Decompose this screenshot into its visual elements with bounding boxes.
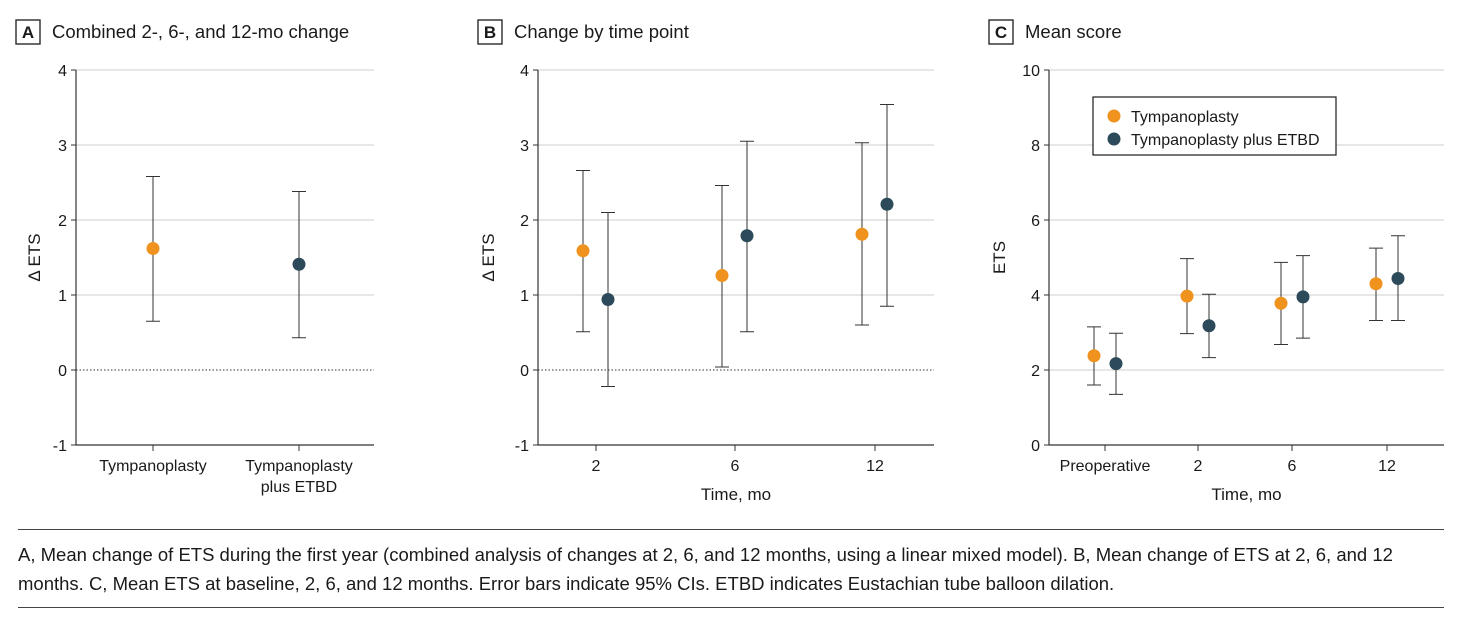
y-axis-label: ETS (990, 241, 1009, 274)
series-tympanoplasty (576, 142, 869, 368)
data-point (1202, 319, 1216, 333)
y-tick-label: -1 (53, 438, 67, 455)
data-point (880, 197, 894, 211)
x-tick-label: 2 (1194, 458, 1203, 475)
panel-letter: C (995, 23, 1007, 42)
caption-bottom-rule (18, 607, 1444, 608)
y-tick-label: 4 (1031, 288, 1040, 305)
data-point (292, 257, 306, 271)
data-point (146, 242, 160, 255)
data-point (1180, 289, 1194, 303)
y-tick-label: 2 (58, 213, 67, 230)
panel-a: A Combined 2-, 6-, and 12-mo change -1 0 1 2 3… (15, 19, 374, 496)
data-point (740, 229, 754, 243)
panel-title: Combined 2-, 6-, and 12-mo change (52, 21, 349, 42)
legend-marker (1107, 132, 1121, 146)
data-point (1109, 357, 1123, 371)
x-tick-label: plus ETBD (261, 479, 337, 496)
x-axis-label: Time, mo (1211, 485, 1281, 504)
figure-panels: A Combined 2-, 6-, and 12-mo change-10123… (15, 19, 1444, 504)
x-tick-label: 6 (731, 458, 740, 475)
y-tick-label: 3 (520, 138, 529, 155)
panel-letter: B (484, 23, 496, 42)
y-axis-label: Δ ETS (479, 233, 498, 281)
x-tick-label: 12 (866, 458, 884, 475)
panel-c: C Mean score 0 2 4 6 8 10 ETS Preoperative 2 6 12 Tim… (988, 19, 1444, 504)
panel-letter: A (22, 23, 34, 42)
x-tick-label: Preoperative (1060, 458, 1151, 475)
y-tick-label: 1 (520, 288, 529, 305)
x-tick-label: 2 (592, 458, 601, 475)
y-tick-label: 10 (1022, 63, 1040, 80)
y-tick-label: 4 (58, 63, 67, 80)
y-tick-label: 0 (58, 363, 67, 380)
series-tympanoplasty (146, 176, 160, 322)
y-tick-label: 6 (1031, 213, 1040, 230)
data-point (601, 293, 615, 306)
series-tympanoplasty-plus-etbd (292, 191, 306, 339)
panel-title: Change by time point (514, 21, 689, 42)
panel-badge (15, 19, 41, 45)
data-point (855, 227, 869, 241)
x-tick-label: Tympanoplasty (245, 458, 353, 475)
y-tick-label: 4 (520, 63, 529, 80)
data-point (715, 269, 729, 282)
data-point (1391, 272, 1405, 285)
data-point (1369, 277, 1383, 291)
y-tick-label: 2 (1031, 363, 1040, 380)
legend-label: Tympanoplasty (1131, 109, 1239, 126)
y-tick-label: 3 (58, 138, 67, 155)
legend: Tympanoplasty Tympanoplasty plus ETBD (1092, 96, 1337, 156)
panel-badge (477, 19, 503, 45)
data-point (1274, 296, 1288, 310)
legend-marker (1107, 109, 1121, 123)
x-tick-label: Tympanoplasty (99, 458, 207, 475)
panel-title: Mean score (1025, 21, 1122, 42)
y-tick-label: 0 (1031, 438, 1040, 455)
series-tympanoplasty (1087, 247, 1383, 386)
x-axis-label: Time, mo (701, 485, 771, 504)
figure-caption: A, Mean change of ETS during the first y… (18, 544, 1393, 594)
series-tympanoplasty-plus-etbd (1109, 235, 1405, 395)
y-tick-label: 1 (58, 288, 67, 305)
y-axis-label: Δ ETS (25, 233, 44, 281)
caption-top-rule (18, 529, 1444, 530)
y-tick-label: 2 (520, 213, 529, 230)
data-point (576, 244, 590, 258)
y-tick-label: 8 (1031, 138, 1040, 155)
legend-label: Tympanoplasty plus ETBD (1131, 132, 1320, 149)
data-point (1296, 290, 1310, 304)
data-point (1087, 349, 1101, 363)
x-tick-label: 6 (1288, 458, 1297, 475)
legend-box (1092, 96, 1337, 156)
x-tick-label: 12 (1378, 458, 1396, 475)
series-tympanoplasty-plus-etbd (601, 104, 894, 387)
panel-badge (988, 19, 1014, 45)
y-tick-label: 0 (520, 363, 529, 380)
y-tick-label: -1 (515, 438, 529, 455)
